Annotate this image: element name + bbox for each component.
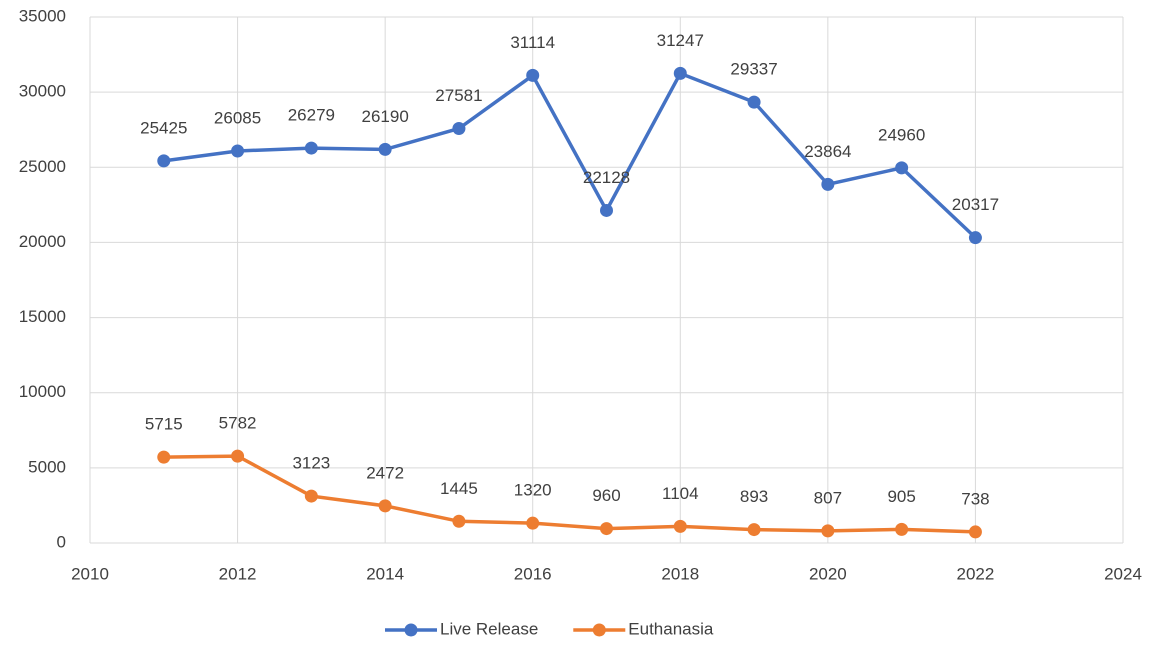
x-tick-label: 2012 <box>219 564 257 583</box>
data-label: 905 <box>887 487 915 506</box>
series-line <box>163 454 976 534</box>
data-label: 20317 <box>952 195 999 214</box>
legend-label: Live Release <box>440 619 538 638</box>
data-label: 1445 <box>440 479 478 498</box>
point <box>304 141 318 155</box>
x-tick-label: 2024 <box>1104 564 1142 583</box>
x-tick-label: 2016 <box>514 564 552 583</box>
data-label: 31247 <box>657 31 704 50</box>
point <box>895 522 909 536</box>
point <box>452 121 466 135</box>
x-tick-label: 2020 <box>809 564 847 583</box>
point <box>968 525 982 539</box>
y-tick-label: 0 <box>57 532 66 551</box>
data-label: 3123 <box>292 454 330 473</box>
data-label: 5782 <box>219 414 257 433</box>
y-tick-label: 30000 <box>19 82 66 101</box>
point <box>821 524 835 538</box>
data-label: 26085 <box>214 108 261 127</box>
x-tick-label: 2018 <box>661 564 699 583</box>
legend-marker <box>592 623 606 637</box>
point <box>231 449 245 463</box>
point <box>895 161 909 175</box>
y-tick-label: 15000 <box>19 307 66 326</box>
point <box>821 177 835 191</box>
data-label: 29337 <box>730 60 777 79</box>
data-label: 807 <box>814 488 842 507</box>
x-tick-label: 2010 <box>71 564 109 583</box>
point <box>526 516 540 530</box>
data-label: 893 <box>740 487 768 506</box>
data-label: 22128 <box>583 168 630 187</box>
point <box>747 523 761 537</box>
point <box>673 519 687 533</box>
data-label: 2472 <box>366 463 404 482</box>
y-tick-label: 10000 <box>19 382 66 401</box>
point <box>526 68 540 82</box>
x-tick-label: 2022 <box>957 564 995 583</box>
point <box>600 203 613 217</box>
data-label: 738 <box>961 489 989 508</box>
x-tick-label: 2014 <box>366 564 404 583</box>
series-line <box>163 71 977 239</box>
data-label: 960 <box>592 486 620 505</box>
point <box>231 144 245 158</box>
point <box>747 95 761 109</box>
legend-marker <box>404 623 418 637</box>
y-tick-label: 35000 <box>19 6 66 25</box>
data-label: 31114 <box>510 33 555 52</box>
y-tick-label: 5000 <box>28 457 66 476</box>
data-label: 24960 <box>878 125 925 144</box>
data-label: 26279 <box>288 106 335 125</box>
point <box>968 231 982 245</box>
data-label: 26190 <box>362 107 409 126</box>
point <box>378 499 392 513</box>
data-label: 1104 <box>662 484 699 503</box>
data-label: 1320 <box>514 481 552 500</box>
point <box>600 522 613 536</box>
point <box>157 154 171 168</box>
y-tick-label: 25000 <box>19 157 66 176</box>
data-label: 23864 <box>804 142 851 161</box>
legend-label: Euthanasia <box>628 619 714 638</box>
data-label: 25425 <box>140 118 187 137</box>
point <box>452 514 466 528</box>
data-label: 5715 <box>145 415 183 434</box>
point <box>157 450 171 464</box>
point <box>378 142 392 156</box>
point <box>673 66 687 80</box>
data-label: 27581 <box>435 86 482 105</box>
point <box>304 489 318 503</box>
y-tick-label: 20000 <box>19 232 66 251</box>
